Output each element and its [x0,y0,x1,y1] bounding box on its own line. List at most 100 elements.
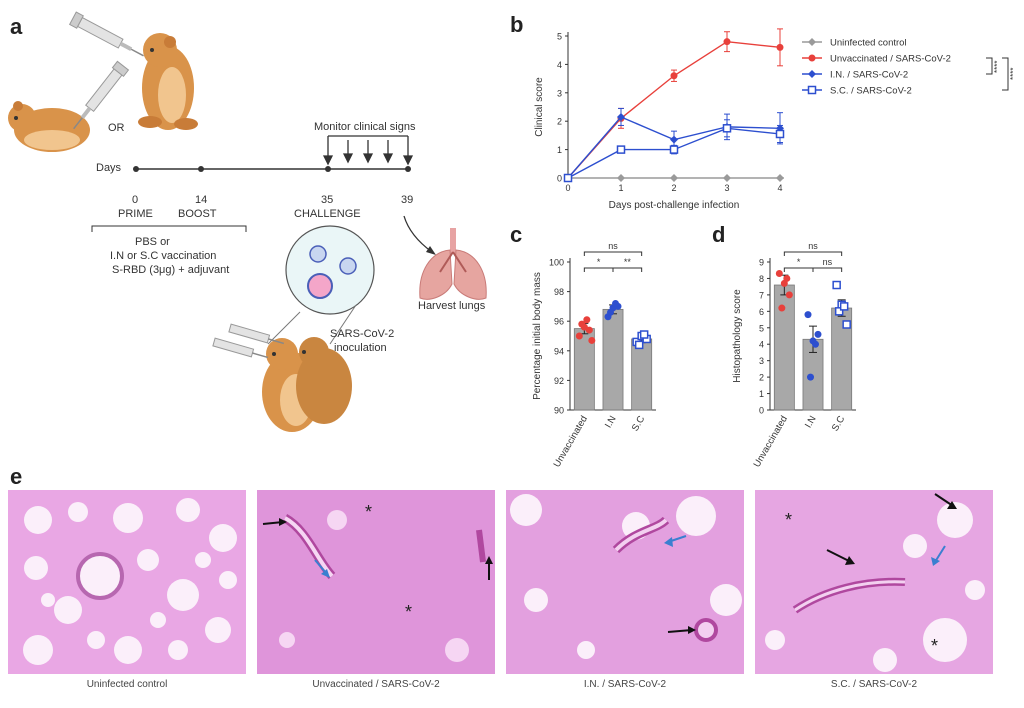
virus-icon [307,245,357,299]
y-axis-label: Percentage initial body mass [532,272,543,400]
data-point [670,135,678,144]
y-tick-label: 0 [759,406,764,416]
vaccination-line-2: I.N or S.C vaccination [110,250,217,262]
significance-bracket [583,251,643,256]
significance-bracket [583,267,614,272]
y-tick-label: 6 [759,307,764,317]
y-tick-label: 7 [759,290,764,300]
legend-marker [808,38,816,46]
svg-text:*: * [785,510,792,530]
data-point [722,124,732,133]
x-tick-label: S.C [830,414,848,433]
y-tick-label: 2 [759,373,764,383]
bar [602,308,624,411]
y-tick-label: 100 [549,258,564,268]
vaccination-bracket [91,225,247,232]
y-tick-label: 98 [554,287,564,297]
y-tick-label: 90 [554,406,564,416]
y-tick-label: 92 [554,376,564,386]
legend-marker [808,54,816,62]
syringe-icon [73,60,130,130]
legend-marker [807,85,817,95]
data-point [607,308,614,316]
hamster-lying-icon [8,101,90,152]
data-point [785,291,793,299]
inoculation-line-1: SARS-CoV-2 [330,328,395,340]
data-point [617,112,625,121]
data-point [723,174,731,182]
data-point [585,326,593,334]
vaccination-line-3: S-RBD (3μg) + adjuvant [112,264,230,276]
lungs-icon [419,228,487,300]
data-point [839,302,849,311]
significance-label: * [597,257,601,267]
histology-caption-uninfected: Uninfected control [86,679,168,690]
significance-bracket [986,57,993,75]
y-tick-label: 9 [759,258,764,268]
significance-bracket [783,251,843,256]
study-schematic [8,11,487,432]
syringe-icon [212,337,269,359]
y-tick-label: 96 [554,317,564,327]
histology-image-sc: * * [755,490,993,674]
timepoint-event-0: PRIME [118,208,153,220]
data-point [578,320,586,328]
data-point [723,38,731,46]
data-point [775,270,783,278]
data-point [670,174,678,182]
timepoint-day-35: 35 [321,194,334,206]
y-axis-label: Clinical score [534,77,545,137]
data-point [612,299,619,307]
data-point [812,340,819,348]
histology-image-uninfected [8,490,246,674]
significance-label: ns [608,241,618,251]
y-tick-label: 4 [557,60,562,70]
data-point [617,174,625,182]
data-point [639,330,649,339]
bar [631,338,653,411]
inoculation-line-2: inoculation [334,342,387,354]
y-axis-label: Histopathology score [732,289,743,383]
significance-label: ** [624,257,632,267]
timepoint-day-14: 14 [195,194,208,206]
data-point [775,129,785,139]
data-point [834,307,844,316]
data-point [669,145,679,154]
data-point [783,274,791,282]
data-point [776,43,784,51]
data-point [588,336,596,344]
histology-image-unvaccinated: * * [257,490,495,674]
timepoint-day-39: 39 [401,194,414,206]
hamster-pair-icon [262,337,352,432]
histology-caption-sc: S.C. / SARS-CoV-2 [830,679,918,690]
series-0 [564,174,784,182]
series-line [567,40,781,179]
syringe-icon [68,11,144,57]
y-tick-label: 94 [554,346,564,356]
x-tick-label: Unvaccinated [552,414,590,468]
hamster-standing-icon [138,33,198,130]
timepoint-day-0: 0 [132,194,139,206]
monitor-arrows [322,135,414,166]
panel-label-e: e [10,464,23,489]
significance-bracket [612,267,643,272]
significance-label: ns [808,241,818,251]
y-tick-label: 0 [557,174,562,184]
clinical-score-chart: 0 1 2 3 4 5 0 1 2 3 4 Days post-challenge infection… [534,28,1018,211]
significance-label: **** [1009,68,1018,80]
significance-label: ns [823,257,833,267]
or-label: OR [108,122,125,134]
legend-marker [808,70,816,78]
data-point [807,373,814,381]
y-tick-label: 2 [557,117,562,127]
y-tick-label: 3 [759,356,764,366]
data-point [634,340,644,350]
y-tick-label: 1 [557,145,562,155]
data-point [563,173,573,183]
x-tick-label: 1 [618,183,623,193]
data-point [778,304,786,312]
data-point [776,174,784,182]
data-point [842,320,851,329]
x-tick-label: 3 [724,183,729,193]
data-point [670,72,678,80]
